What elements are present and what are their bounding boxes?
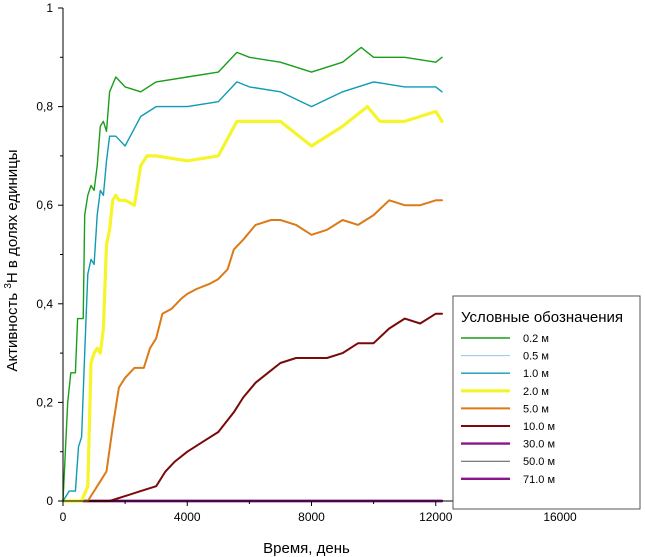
y-tick-label: 0 xyxy=(46,494,53,508)
y-tick-label: 0,2 xyxy=(36,395,53,409)
legend-label: 71.0 м xyxy=(523,474,555,486)
legend-label: 0.5 м xyxy=(523,351,549,363)
legend-label: 30.0 м xyxy=(523,439,555,451)
legend-label: 50.0 м xyxy=(523,456,555,468)
legend-label: 0.2 м xyxy=(523,333,549,345)
y-axis-title-suffix: H в долях единицы xyxy=(4,149,21,283)
x-tick-label: 12000 xyxy=(419,510,453,524)
y-axis-title-sup: 3 xyxy=(3,283,14,289)
x-tick-label: 0 xyxy=(60,510,67,524)
series-line-0 xyxy=(62,46,443,502)
legend-label: 10.0 м xyxy=(523,421,555,433)
y-tick-label: 1 xyxy=(46,1,53,15)
legend-title: Условные обозначения xyxy=(461,309,623,326)
y-axis-title-prefix: Активность xyxy=(4,289,21,372)
y-tick-label: 0,6 xyxy=(36,198,53,212)
series-line-4 xyxy=(62,199,443,502)
x-tick-label: 4000 xyxy=(174,510,201,524)
legend-label: 5.0 м xyxy=(523,403,549,415)
y-axis-title: Активность 3H в долях единицы xyxy=(3,149,21,371)
series-line-3 xyxy=(61,104,444,503)
series-line-5 xyxy=(62,312,443,502)
x-tick-label: 8000 xyxy=(298,510,325,524)
legend-label: 1.0 м xyxy=(523,368,549,380)
series-line-2 xyxy=(62,81,443,502)
plot-area xyxy=(61,46,444,503)
x-axis-title: Время, день xyxy=(263,540,350,557)
legend-box xyxy=(452,295,641,510)
y-tick-label: 0,4 xyxy=(36,297,53,311)
legend: Условные обозначения 0.2 м 0.5 м 1.0 м 2.0 м… xyxy=(452,295,641,510)
axes: 0 4000 8000 12000 16000 0 0,2 0,4 0,6 0,8 1 Время, … xyxy=(3,1,577,557)
legend-label: 2.0 м xyxy=(523,386,549,398)
y-tick-label: 0,8 xyxy=(36,100,53,114)
x-tick-label: 16000 xyxy=(543,510,577,524)
